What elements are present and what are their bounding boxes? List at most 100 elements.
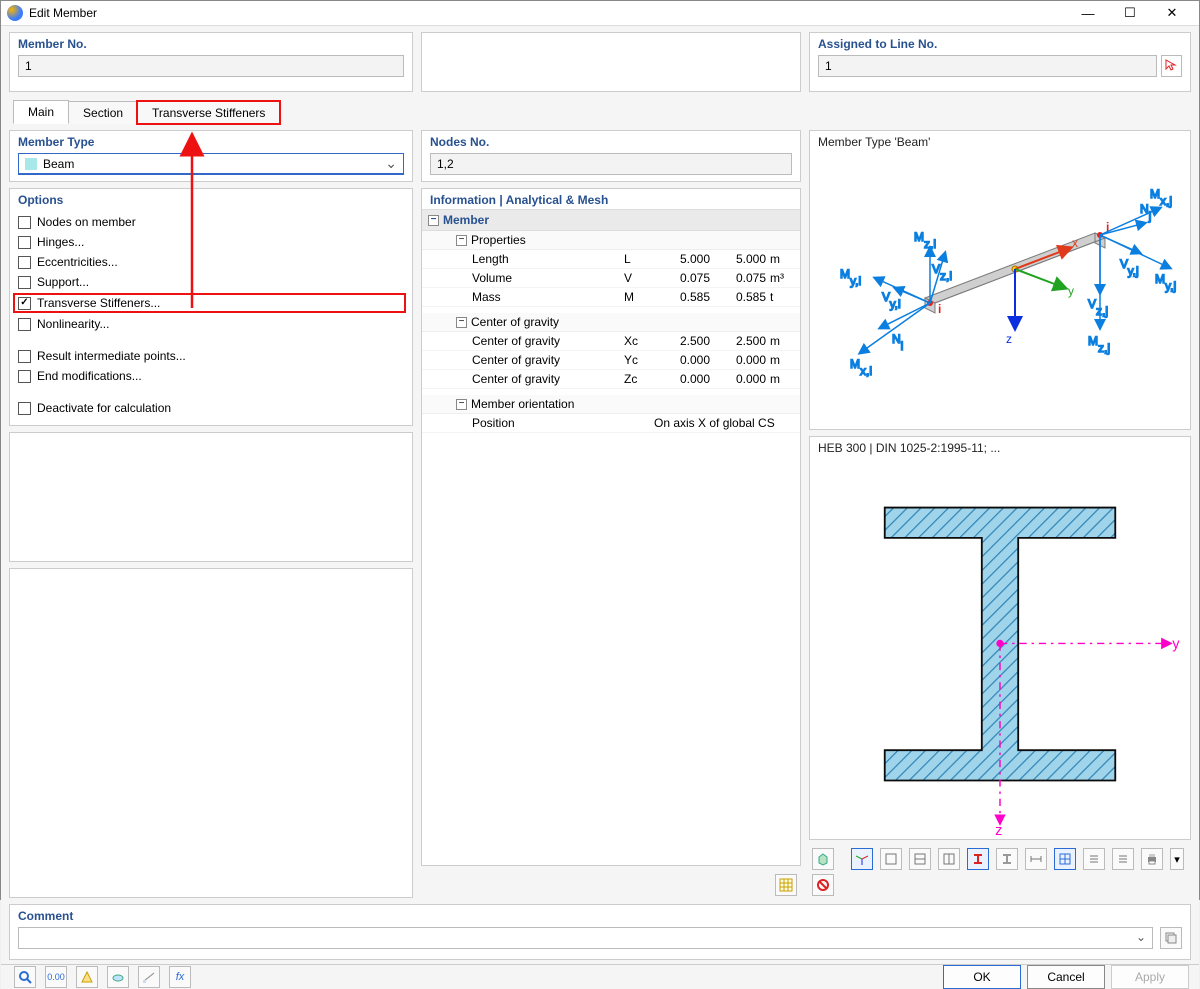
- units-button[interactable]: 0.00: [45, 966, 67, 988]
- magnifier-icon: [18, 970, 32, 984]
- assigned-line-panel: Assigned to Line No.: [809, 32, 1191, 92]
- cancel-button[interactable]: Cancel: [1027, 965, 1105, 989]
- member-type-header: Member Type: [10, 131, 412, 151]
- option-nodes-on-member[interactable]: Nodes on member: [18, 215, 404, 229]
- option-nonlinearity[interactable]: Nonlinearity...: [18, 317, 404, 331]
- top-view-button[interactable]: [938, 848, 960, 870]
- option-eccentricities[interactable]: Eccentricities...: [18, 255, 404, 269]
- list-icon: [1087, 852, 1101, 866]
- dimension-button[interactable]: [138, 966, 160, 988]
- window-controls: — ☐ ✕: [1067, 1, 1193, 25]
- print-button[interactable]: [1141, 848, 1163, 870]
- left-spacer-1: [9, 432, 413, 562]
- hlist-button[interactable]: [1112, 848, 1134, 870]
- options-header: Options: [10, 189, 412, 209]
- svg-text:Vy,j: Vy,j: [1120, 257, 1139, 278]
- comment-panel: Comment: [9, 904, 1191, 960]
- comment-input[interactable]: [18, 927, 1153, 949]
- nodes-no-input[interactable]: [430, 153, 792, 175]
- svg-text:Mx,j: Mx,j: [1150, 187, 1172, 208]
- tab-main[interactable]: Main: [13, 100, 69, 124]
- option-deactivate-for-calculation[interactable]: Deactivate for calculation: [18, 401, 404, 415]
- iso-view-button[interactable]: [851, 848, 873, 870]
- options-list: Nodes on member Hinges... Eccentricities…: [10, 209, 412, 425]
- cursor-icon: [1165, 59, 1179, 73]
- minimize-button[interactable]: —: [1067, 1, 1109, 25]
- svg-text:z: z: [1006, 332, 1012, 346]
- cog-y: Center of gravityYc0.0000.000m: [422, 351, 800, 370]
- checkbox-icon: [18, 216, 31, 229]
- option-end-modifications[interactable]: End modifications...: [18, 369, 404, 383]
- comment-header: Comment: [10, 905, 1190, 925]
- comment-library-button[interactable]: [1160, 927, 1182, 949]
- close-button[interactable]: ✕: [1151, 1, 1193, 25]
- render-button[interactable]: [107, 966, 129, 988]
- copy-icon: [1164, 931, 1178, 945]
- tree-properties[interactable]: −Properties: [422, 231, 800, 250]
- member-no-header: Member No.: [10, 33, 412, 53]
- table-options-button[interactable]: [775, 874, 797, 896]
- side-view-button[interactable]: [909, 848, 931, 870]
- svg-text:Ni: Ni: [892, 332, 903, 353]
- checkbox-icon: [18, 350, 31, 363]
- tree-member[interactable]: −Member: [422, 209, 800, 231]
- print-dropdown-button[interactable]: ▾: [1170, 848, 1184, 870]
- section-preview-panel: HEB 300 | DIN 1025-2:1995-11; ...: [809, 436, 1191, 840]
- checkbox-icon: [18, 236, 31, 249]
- help-button[interactable]: [14, 966, 36, 988]
- option-support[interactable]: Support...: [18, 275, 404, 289]
- nodes-no-header: Nodes No.: [422, 131, 800, 151]
- formula-button[interactable]: fx: [169, 966, 191, 988]
- option-result-intermediate-points[interactable]: Result intermediate points...: [18, 349, 404, 363]
- ibeam-icon: [971, 852, 985, 866]
- loads-button[interactable]: [76, 966, 98, 988]
- option-transverse-stiffeners[interactable]: Transverse Stiffeners...: [15, 295, 404, 311]
- tab-bar: Main Section Transverse Stiffeners: [13, 98, 1191, 124]
- assigned-line-header: Assigned to Line No.: [810, 33, 1190, 53]
- cog-x: Center of gravityXc2.5002.500m: [422, 332, 800, 351]
- tab-section[interactable]: Section: [68, 101, 138, 124]
- svg-text:Vy,i: Vy,i: [882, 290, 901, 311]
- tree-orientation[interactable]: −Member orientation: [422, 395, 800, 414]
- cog-z: Center of gravityZc0.0000.000m: [422, 370, 800, 389]
- grid-button[interactable]: [1054, 848, 1076, 870]
- bottom-bar: 0.00 fx OK Cancel Apply: [1, 964, 1199, 989]
- member-type-select[interactable]: Beam: [18, 153, 404, 175]
- reset-view-button[interactable]: [812, 874, 834, 896]
- spacer-panel-top: [421, 32, 801, 92]
- dimension-icon: [142, 970, 156, 984]
- member-no-input[interactable]: [18, 55, 404, 77]
- right-column: Member Type 'Beam': [809, 130, 1191, 898]
- middle-column: Nodes No. Information | Analytical & Mes…: [421, 130, 801, 898]
- section-grey-button[interactable]: [996, 848, 1018, 870]
- grid-icon: [1058, 852, 1072, 866]
- left-column: Member Type Beam Options Nodes on member…: [9, 130, 413, 898]
- ok-button[interactable]: OK: [943, 965, 1021, 989]
- xy-icon: [884, 852, 898, 866]
- maximize-button[interactable]: ☐: [1109, 1, 1151, 25]
- support-icon: [80, 970, 94, 984]
- svg-text:My,j: My,j: [1155, 272, 1176, 293]
- section-red-button[interactable]: [967, 848, 989, 870]
- svg-text:Mz,i: Mz,i: [914, 230, 936, 251]
- beam-preview-panel: Member Type 'Beam': [809, 130, 1191, 430]
- view3d-button[interactable]: [812, 848, 834, 870]
- spacing-button[interactable]: [1025, 848, 1047, 870]
- nodes-no-panel: Nodes No.: [421, 130, 801, 182]
- pick-line-button[interactable]: [1161, 55, 1182, 77]
- top-row: Member No. Assigned to Line No.: [9, 32, 1191, 92]
- prop-mass: MassM0.5850.585t: [422, 288, 800, 307]
- tab-transverse-stiffeners[interactable]: Transverse Stiffeners: [137, 101, 280, 124]
- assigned-line-input[interactable]: [818, 55, 1157, 77]
- checkbox-icon: [18, 370, 31, 383]
- svg-text:y: y: [1172, 636, 1180, 652]
- svg-text:Nj: Nj: [1140, 202, 1151, 223]
- cloud-icon: [111, 970, 125, 984]
- preview-toolbar: ▾: [809, 846, 1191, 898]
- option-hinges[interactable]: Hinges...: [18, 235, 404, 249]
- tree-cog[interactable]: −Center of gravity: [422, 313, 800, 332]
- svg-text:Mx,i: Mx,i: [850, 357, 872, 378]
- list-button[interactable]: [1083, 848, 1105, 870]
- beam-preview-label: Member Type 'Beam': [818, 135, 1182, 149]
- front-view-button[interactable]: [880, 848, 902, 870]
